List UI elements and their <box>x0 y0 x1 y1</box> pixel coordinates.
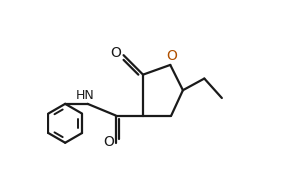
Text: O: O <box>166 49 177 63</box>
Text: O: O <box>103 135 114 149</box>
Text: HN: HN <box>76 89 95 102</box>
Text: O: O <box>111 46 122 60</box>
